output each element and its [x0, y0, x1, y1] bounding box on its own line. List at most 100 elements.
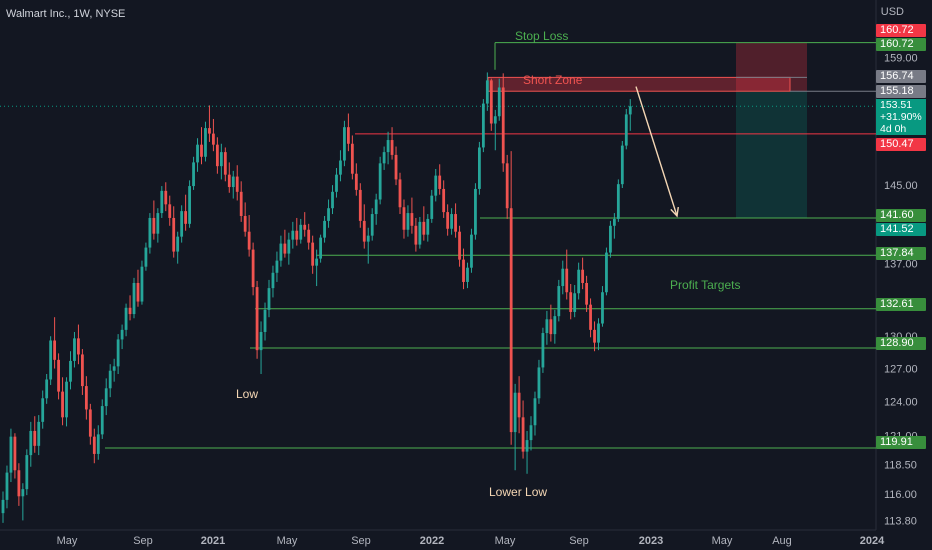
candle-body	[605, 252, 608, 293]
trade-zones	[487, 42, 807, 218]
price-tag-target-3: 132.61	[876, 298, 926, 311]
y-tick-label: 127.00	[884, 364, 918, 376]
candle-body	[362, 220, 366, 242]
candle-body	[100, 406, 104, 435]
candle-body	[112, 366, 116, 371]
short-zone-label: Short Zone	[523, 73, 583, 87]
candle-body	[573, 293, 577, 312]
candle-body	[73, 338, 76, 361]
candle-body	[184, 211, 188, 224]
level-lines	[0, 42, 876, 449]
candle-body	[120, 329, 124, 340]
candle-body	[478, 147, 481, 189]
candle-body	[176, 236, 180, 252]
candle-body	[152, 217, 156, 234]
candle-body	[61, 391, 64, 418]
candle-body	[422, 221, 426, 235]
projection-arrow	[635, 86, 678, 217]
price-tag-target-5: 119.91	[876, 436, 926, 449]
candle-body	[466, 267, 469, 282]
candle-body	[597, 323, 600, 343]
candle-body	[204, 128, 207, 157]
candle-body	[299, 224, 303, 240]
candle-body	[343, 127, 346, 161]
candle-body	[283, 243, 287, 254]
price-tag-stop-loss: 160.72	[876, 38, 926, 51]
current-price-box: 153.51 +31.90% 4d 0h	[876, 99, 926, 135]
candle-body	[470, 234, 473, 268]
candle-body	[128, 307, 132, 315]
candle-body	[533, 398, 537, 426]
candle-body	[390, 140, 394, 155]
candle-body	[140, 266, 144, 302]
candle-body	[537, 367, 541, 399]
candle-body	[49, 340, 53, 380]
candle-body	[454, 214, 457, 232]
candle-body	[557, 286, 561, 317]
candle-body	[136, 282, 140, 302]
x-tick-label: 2022	[420, 535, 444, 547]
candle-body	[57, 359, 60, 392]
y-tick-label: 118.50	[884, 459, 917, 471]
candle-body	[354, 173, 358, 190]
candle-body	[69, 360, 72, 382]
candle-body	[545, 319, 549, 334]
candle-body	[279, 243, 283, 261]
candle-body	[104, 388, 108, 407]
candle-body	[521, 417, 525, 452]
candle-body	[88, 409, 92, 437]
candle-body	[331, 191, 334, 209]
candle-body	[108, 370, 112, 389]
y-tick-label: 145.00	[884, 180, 918, 192]
candle-body	[450, 214, 454, 229]
candle-body	[609, 225, 612, 253]
candle-body	[5, 472, 9, 500]
candle-body	[192, 162, 195, 187]
candle-body	[315, 258, 319, 266]
candle-body	[275, 260, 279, 273]
price-tag-red-level: 150.47	[876, 138, 926, 151]
candle-body	[172, 217, 176, 252]
candle-body	[561, 268, 565, 287]
candle-body	[25, 455, 29, 490]
profit-targets-label: Profit Targets	[670, 278, 741, 292]
candle-body	[426, 218, 430, 235]
candle-body	[549, 319, 553, 335]
candle-body	[589, 304, 592, 330]
candle-body	[505, 163, 509, 209]
candle-body	[188, 186, 191, 224]
candle-body	[17, 470, 21, 497]
candle-body	[501, 87, 505, 164]
x-tick-label: 2023	[639, 535, 663, 547]
candle-body	[346, 127, 350, 144]
candle-body	[247, 231, 251, 250]
candle-body	[565, 268, 569, 293]
x-tick-label: 2021	[201, 535, 225, 547]
candle-body	[212, 133, 215, 145]
candle-body	[581, 269, 585, 283]
candle-body	[303, 224, 307, 230]
candle-body	[474, 188, 477, 235]
x-tick-label: May	[277, 535, 298, 547]
candle-body	[616, 184, 620, 219]
price-tag-short-top: 156.74	[876, 70, 926, 83]
arrow-head	[670, 206, 679, 218]
candle-body	[81, 354, 84, 387]
y-tick-label: 124.00	[884, 397, 918, 409]
candle-body	[430, 195, 434, 219]
candle-body	[370, 214, 374, 236]
candle-body	[255, 287, 259, 351]
candle-body	[434, 175, 438, 196]
candle-body	[45, 379, 49, 399]
candle-body	[96, 434, 100, 454]
candle-body	[132, 282, 136, 315]
candle-body	[164, 190, 168, 205]
symbol-title: Walmart Inc., 1W, NYSE	[6, 8, 126, 20]
candle-body	[307, 229, 311, 243]
candle-body	[529, 425, 533, 441]
candle-body	[319, 237, 322, 259]
candle-body	[553, 316, 557, 335]
candle-body	[227, 174, 231, 188]
candle-body	[386, 140, 390, 153]
